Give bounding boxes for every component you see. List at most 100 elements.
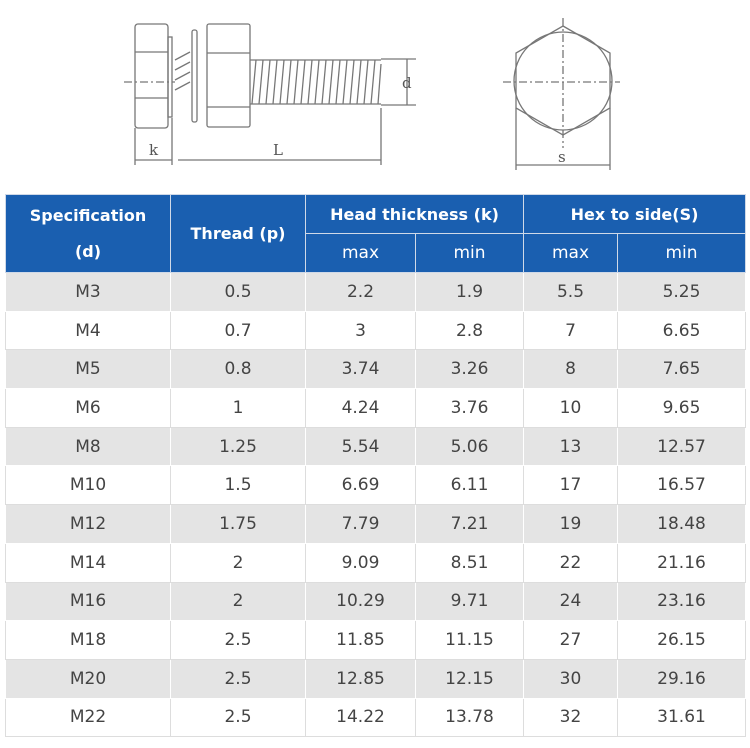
- table-row: M14 2 9.09 8.51 22 21.16: [5, 542, 746, 583]
- cell-thread: 1: [170, 388, 306, 428]
- cell-k-max: 6.69: [305, 465, 416, 506]
- cell-k-min: 6.11: [415, 465, 524, 506]
- cell-k-max: 2.2: [305, 272, 416, 312]
- cell-thread: 2.5: [170, 697, 306, 738]
- table-row: M4 0.7 3 2.8 7 6.65: [5, 310, 746, 351]
- table-row: M5 0.8 3.74 3.26 8 7.65: [5, 349, 746, 390]
- cell-k-max: 11.85: [305, 620, 416, 660]
- cell-k-max: 10.29: [305, 581, 416, 622]
- cell-s-min: 5.25: [617, 272, 746, 312]
- cell-s-max: 32: [523, 697, 618, 738]
- cell-k-max: 4.24: [305, 388, 416, 428]
- cell-k-min: 8.51: [415, 542, 524, 583]
- table-row: M16 2 10.29 9.71 24 23.16: [5, 581, 746, 622]
- cell-k-min: 11.15: [415, 620, 524, 660]
- table-row: M8 1.25 5.54 5.06 13 12.57: [5, 426, 746, 467]
- cell-spec: M22: [5, 697, 171, 738]
- cell-k-max: 14.22: [305, 697, 416, 738]
- table-row: M6 1 4.24 3.76 10 9.65: [5, 388, 746, 428]
- cell-k-min: 7.21: [415, 504, 524, 544]
- cell-k-min: 12.15: [415, 658, 524, 699]
- cell-s-min: 12.57: [617, 426, 746, 467]
- cell-s-min: 6.65: [617, 310, 746, 351]
- cell-k-min: 5.06: [415, 426, 524, 467]
- table-row: M18 2.5 11.85 11.15 27 26.15: [5, 620, 746, 660]
- header-head-thickness: Head thickness (k): [305, 194, 524, 234]
- cell-spec: M20: [5, 658, 171, 699]
- cell-s-max: 17: [523, 465, 618, 506]
- cell-k-max: 3.74: [305, 349, 416, 390]
- table-row: M22 2.5 14.22 13.78 32 31.61: [5, 697, 746, 738]
- header-s-min: min: [617, 233, 746, 273]
- label-s: s: [558, 148, 566, 166]
- cell-k-min: 3.26: [415, 349, 524, 390]
- cell-s-max: 5.5: [523, 272, 618, 312]
- washer: [191, 29, 198, 123]
- header-s-max: max: [523, 233, 618, 273]
- cell-thread: 2: [170, 581, 306, 622]
- cell-thread: 2: [170, 542, 306, 583]
- cell-s-max: 8: [523, 349, 618, 390]
- cell-k-min: 13.78: [415, 697, 524, 738]
- header-hex-to-side: Hex to side(S): [523, 194, 746, 234]
- cell-thread: 2.5: [170, 620, 306, 660]
- header-k-max: max: [305, 233, 416, 273]
- cell-thread: 1.75: [170, 504, 306, 544]
- header-specification: Specification (d): [5, 194, 171, 273]
- cell-s-min: 16.57: [617, 465, 746, 506]
- cell-k-max: 7.79: [305, 504, 416, 544]
- cell-s-min: 21.16: [617, 542, 746, 583]
- cell-s-max: 19: [523, 504, 618, 544]
- table-row: M3 0.5 2.2 1.9 5.5 5.25: [5, 272, 746, 312]
- cell-k-min: 1.9: [415, 272, 524, 312]
- cell-spec: M5: [5, 349, 171, 390]
- cell-s-max: 27: [523, 620, 618, 660]
- cell-thread: 2.5: [170, 658, 306, 699]
- cell-s-min: 29.16: [617, 658, 746, 699]
- table-row: M20 2.5 12.85 12.15 30 29.16: [5, 658, 746, 699]
- cell-s-max: 10: [523, 388, 618, 428]
- bolt-dimension-diagram: k L d s: [124, 18, 620, 170]
- header-k-min: min: [415, 233, 524, 273]
- cell-k-max: 12.85: [305, 658, 416, 699]
- nut: [206, 23, 251, 128]
- cell-thread: 0.8: [170, 349, 306, 390]
- cell-thread: 0.5: [170, 272, 306, 312]
- cell-spec: M10: [5, 465, 171, 506]
- cell-k-max: 5.54: [305, 426, 416, 467]
- bolt-spec-table: Specification (d) Thread (p) Head thickn…: [5, 194, 746, 738]
- cell-s-min: 31.61: [617, 697, 746, 738]
- cell-s-max: 30: [523, 658, 618, 699]
- cell-s-max: 22: [523, 542, 618, 583]
- thread: [250, 59, 382, 105]
- bolt-head: [134, 23, 169, 129]
- cell-s-max: 13: [523, 426, 618, 467]
- cell-s-max: 7: [523, 310, 618, 351]
- cell-thread: 1.5: [170, 465, 306, 506]
- cell-spec: M18: [5, 620, 171, 660]
- cell-s-max: 24: [523, 581, 618, 622]
- header-thread: Thread (p): [170, 194, 306, 273]
- cell-spec: M12: [5, 504, 171, 544]
- cell-s-min: 23.16: [617, 581, 746, 622]
- cell-spec: M3: [5, 272, 171, 312]
- cell-spec: M16: [5, 581, 171, 622]
- cell-k-max: 3: [305, 310, 416, 351]
- cell-k-min: 3.76: [415, 388, 524, 428]
- cell-spec: M6: [5, 388, 171, 428]
- table-row: M10 1.5 6.69 6.11 17 16.57: [5, 465, 746, 506]
- cell-s-min: 7.65: [617, 349, 746, 390]
- label-k: k: [149, 141, 159, 159]
- cell-spec: M8: [5, 426, 171, 467]
- cell-k-max: 9.09: [305, 542, 416, 583]
- label-d: d: [402, 74, 412, 92]
- cell-s-min: 26.15: [617, 620, 746, 660]
- cell-spec: M4: [5, 310, 171, 351]
- cell-s-min: 9.65: [617, 388, 746, 428]
- cell-k-min: 9.71: [415, 581, 524, 622]
- cell-s-min: 18.48: [617, 504, 746, 544]
- cell-thread: 1.25: [170, 426, 306, 467]
- label-L: L: [273, 141, 283, 159]
- cell-spec: M14: [5, 542, 171, 583]
- table-row: M12 1.75 7.79 7.21 19 18.48: [5, 504, 746, 544]
